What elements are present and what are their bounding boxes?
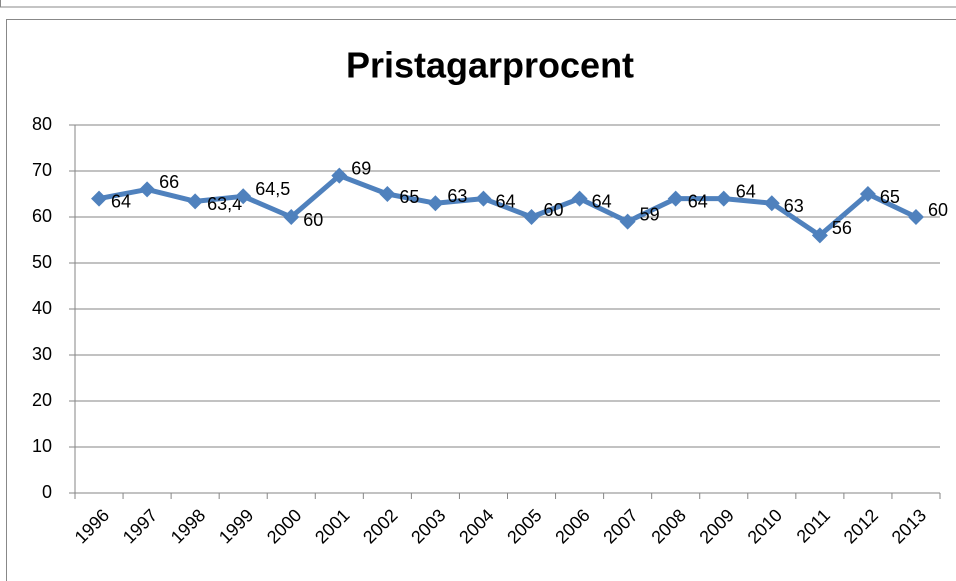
y-tick-label: 80 <box>32 114 52 134</box>
data-point <box>91 190 108 207</box>
chart-frame-above <box>0 0 956 8</box>
data-label: 63 <box>784 196 804 216</box>
y-tick-label: 60 <box>32 206 52 226</box>
data-point <box>427 195 444 212</box>
y-tick-label: 30 <box>32 344 52 364</box>
y-tick-label: 0 <box>42 482 52 502</box>
data-point <box>139 181 156 198</box>
y-tick-label: 50 <box>32 252 52 272</box>
chart-frame <box>6 19 956 581</box>
data-label: 64 <box>111 191 131 211</box>
data-point <box>811 227 828 244</box>
data-point <box>523 209 540 225</box>
data-point <box>187 193 204 210</box>
data-point <box>379 186 396 202</box>
data-label: 56 <box>832 218 852 238</box>
data-point <box>475 190 492 207</box>
data-label: 60 <box>928 200 948 220</box>
data-point <box>331 167 348 184</box>
data-label: 64 <box>495 191 515 211</box>
data-label: 64 <box>736 181 756 201</box>
data-label: 64 <box>592 191 612 211</box>
data-label: 60 <box>303 210 323 230</box>
data-label: 65 <box>399 187 419 207</box>
data-point <box>715 190 732 207</box>
data-label: 66 <box>159 172 179 192</box>
data-label: 64 <box>688 191 708 211</box>
data-label: 63 <box>447 186 467 206</box>
data-label: 65 <box>880 187 900 207</box>
data-label: 59 <box>640 204 660 224</box>
data-label: 63,4 <box>207 194 242 214</box>
data-label: 69 <box>351 158 371 178</box>
data-label: 60 <box>544 200 564 220</box>
data-point <box>619 213 636 230</box>
data-label: 64,5 <box>255 179 290 199</box>
y-tick-label: 70 <box>32 160 52 180</box>
data-point <box>667 190 684 207</box>
series-line <box>98 173 918 238</box>
data-point <box>859 186 876 202</box>
y-tick-label: 10 <box>32 436 52 456</box>
data-point <box>763 195 780 212</box>
data-point <box>571 190 588 207</box>
y-tick-label: 20 <box>32 390 52 410</box>
data-point <box>235 188 252 205</box>
chart-title: Pristagarprocent <box>346 45 634 86</box>
data-point <box>283 209 300 225</box>
data-point <box>907 209 924 225</box>
y-tick-label: 40 <box>32 298 52 318</box>
